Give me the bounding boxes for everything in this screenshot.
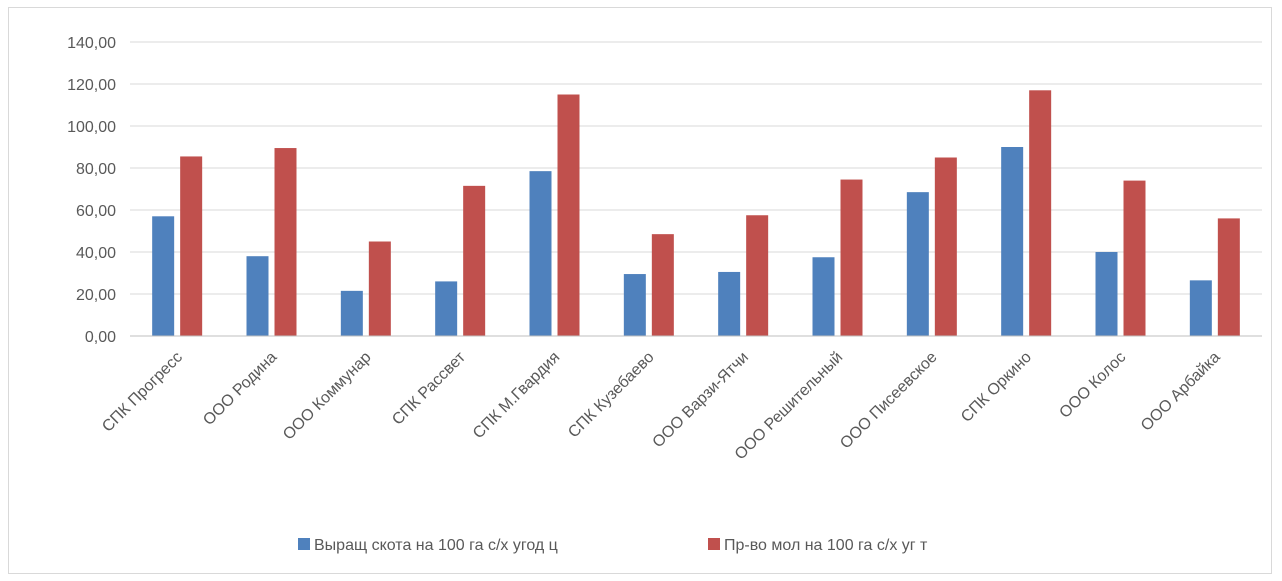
gridlines [130, 41, 1262, 295]
y-tick-label: 120,00 [67, 77, 116, 94]
bar-livestock [623, 274, 646, 336]
x-category-label: СПК Прогресс [99, 349, 186, 436]
bar-milk [746, 215, 769, 336]
bar-milk [1123, 180, 1146, 336]
legend-label: Выращ скота на 100 га с/х угод ц [314, 537, 558, 554]
bar-milk [651, 234, 674, 336]
bar-livestock [246, 256, 269, 336]
bar-livestock [1189, 280, 1212, 336]
x-category-label: ООО Арбайка [1138, 349, 1224, 435]
legend-label: Пр-во мол на 100 га с/х уг т [724, 537, 928, 554]
legend-swatch [708, 538, 720, 550]
y-tick-label: 0,00 [85, 329, 116, 346]
bar-livestock [435, 281, 458, 336]
x-category-label: СПК Оркино [958, 349, 1035, 426]
bar-livestock [718, 271, 741, 336]
bar-milk [1217, 218, 1240, 336]
x-category-label: ООО Колос [1056, 349, 1129, 422]
bar-livestock [529, 171, 552, 336]
y-tick-label: 20,00 [76, 287, 116, 304]
bar-milk [557, 94, 580, 336]
bar-milk [934, 157, 957, 336]
bar-livestock [340, 290, 363, 336]
bar-livestock [812, 257, 835, 336]
legend-swatch [298, 538, 310, 550]
y-tick-label: 40,00 [76, 245, 116, 262]
x-category-label: СПК Кузебаево [565, 349, 658, 442]
bar-milk [1029, 90, 1052, 336]
x-category-label: СПК Рассвет [389, 348, 469, 428]
x-category-label: ООО Родина [200, 349, 280, 429]
x-axis-category-labels: СПК Прогресс ООО Родина ООО Коммунар СПК Ра… [99, 348, 1224, 463]
bar-livestock [906, 192, 929, 336]
x-category-label: ООО Коммунар [280, 349, 375, 444]
y-tick-label: 60,00 [76, 203, 116, 220]
bar-livestock [152, 216, 175, 336]
bar-milk [274, 148, 297, 336]
x-category-label: ООО Писеевское [837, 349, 941, 453]
x-category-label: ООО Решительный [732, 349, 846, 463]
bar-milk [463, 185, 486, 336]
bar-livestock [1095, 252, 1118, 336]
y-tick-label: 80,00 [76, 161, 116, 178]
y-tick-label: 100,00 [67, 119, 116, 136]
bars [152, 90, 1240, 336]
bar-milk [368, 241, 391, 336]
y-tick-label: 140,00 [67, 35, 116, 52]
bar-milk [840, 179, 863, 336]
legend: Выращ скота на 100 га с/х угод ц Пр-во мо… [298, 537, 928, 554]
x-category-label: СПК М.Гвардия [470, 349, 563, 442]
bar-milk [180, 156, 203, 336]
x-category-label: ООО Варзи-Ятчи [650, 349, 752, 451]
y-axis-tick-labels: 0,00 20,00 40,00 60,00 80,00 100,00 120,00 140,… [67, 35, 116, 346]
bar-livestock [1001, 147, 1024, 336]
